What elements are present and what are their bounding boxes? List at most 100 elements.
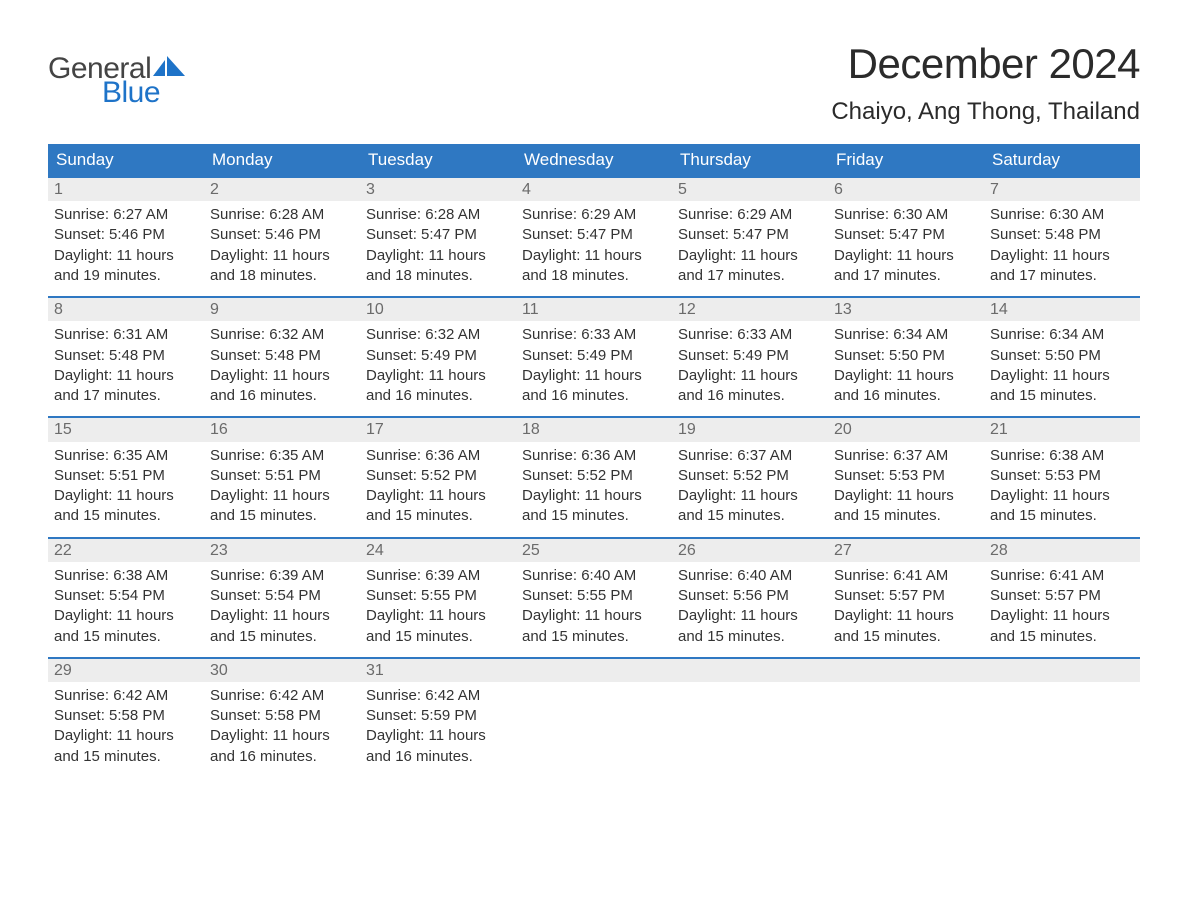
dow-cell: Friday [828,144,984,176]
daylight-line: Daylight: 11 hours and 19 minutes. [54,246,198,287]
sunset-line: Sunset: 5:53 PM [834,466,978,486]
day-cell: 21Sunrise: 6:38 AMSunset: 5:53 PMDayligh… [984,418,1140,536]
day-details: Sunrise: 6:34 AMSunset: 5:50 PMDaylight:… [984,321,1140,416]
day-details: Sunrise: 6:28 AMSunset: 5:46 PMDaylight:… [204,201,360,296]
dow-cell: Wednesday [516,144,672,176]
day-cell: 5Sunrise: 6:29 AMSunset: 5:47 PMDaylight… [672,178,828,296]
day-cell: Sunrise: Sunset: Daylight: [672,659,828,777]
day-number: 25 [516,539,672,562]
day-cell: 4 Sunrise: 6:29 AMSunset: 5:47 PMDaylight… [516,178,672,296]
sunrise-line: Sunrise: 6:37 AM [834,446,978,466]
day-details: Sunrise: 6:42 AMSunset: 5:59 PMDaylight:… [360,682,516,777]
day-cell: 3Sunrise: 6:28 AMSunset: 5:47 PMDaylight… [360,178,516,296]
sunset-line: Sunset: 5:49 PM [522,346,666,366]
day-number: 4 [516,178,672,201]
day-cell: 30Sunrise: 6:42 AMSunset: 5:58 PMDayligh… [204,659,360,777]
sunset-line: Sunset: 5:51 PM [54,466,198,486]
day-details: Sunrise: 6:37 AMSunset: 5:52 PMDaylight:… [672,442,828,537]
sunrise-line: Sunrise: 6:40 AM [522,566,666,586]
daylight-line: Daylight: 11 hours and 15 minutes. [990,486,1134,527]
day-number: 10 [360,298,516,321]
daylight-line: Daylight: 11 hours and 15 minutes. [522,606,666,647]
calendar-week: 15Sunrise: 6:35 AMSunset: 5:51 PMDayligh… [48,416,1140,536]
day-cell: 9Sunrise: 6:32 AMSunset: 5:48 PMDaylight… [204,298,360,416]
sunset-line: Sunset: 5:47 PM [366,225,510,245]
day-cell: Sunrise: Sunset: Daylight: [984,659,1140,777]
day-cell: 17Sunrise: 6:36 AMSunset: 5:52 PMDayligh… [360,418,516,536]
day-number: 16 [204,418,360,441]
sunrise-line: Sunrise: 6:42 AM [210,686,354,706]
sunrise-line: Sunrise: 6:39 AM [366,566,510,586]
sunset-line: Sunset: 5:57 PM [990,586,1134,606]
daylight-line: Daylight: 11 hours and 15 minutes. [54,486,198,527]
day-details: Sunrise: 6:38 AMSunset: 5:54 PMDaylight:… [48,562,204,657]
calendar-weeks: 1Sunrise: 6:27 AMSunset: 5:46 PMDaylight… [48,176,1140,777]
day-number: 23 [204,539,360,562]
daylight-line: Daylight: 11 hours and 16 minutes. [834,366,978,407]
day-number: 5 [672,178,828,201]
sunset-line: Sunset: 5:59 PM [366,706,510,726]
day-number: 17 [360,418,516,441]
sunset-line: Sunset: 5:49 PM [366,346,510,366]
sunset-line: Sunset: 5:52 PM [522,466,666,486]
sunrise-line: Sunrise: 6:29 AM [522,205,666,225]
day-cell: 13Sunrise: 6:34 AMSunset: 5:50 PMDayligh… [828,298,984,416]
day-cell: 6Sunrise: 6:30 AMSunset: 5:47 PMDaylight… [828,178,984,296]
day-details: Sunrise: 6:41 AMSunset: 5:57 PMDaylight:… [984,562,1140,657]
day-number: 28 [984,539,1140,562]
daylight-line: Daylight: 11 hours and 18 minutes. [522,246,666,287]
day-cell: 25Sunrise: 6:40 AMSunset: 5:55 PMDayligh… [516,539,672,657]
day-cell: 26Sunrise: 6:40 AMSunset: 5:56 PMDayligh… [672,539,828,657]
sunset-line: Sunset: 5:53 PM [990,466,1134,486]
day-details: Sunrise: 6:33 AMSunset: 5:49 PMDaylight:… [672,321,828,416]
sunrise-line: Sunrise: 6:28 AM [210,205,354,225]
day-details: Sunrise: 6:36 AMSunset: 5:52 PMDaylight:… [360,442,516,537]
dow-cell: Saturday [984,144,1140,176]
sunrise-line: Sunrise: 6:42 AM [54,686,198,706]
daylight-line: Daylight: 11 hours and 16 minutes. [210,726,354,767]
sunrise-line: Sunrise: 6:40 AM [678,566,822,586]
daylight-line: Daylight: 11 hours and 17 minutes. [678,246,822,287]
day-details: Sunrise: 6:33 AMSunset: 5:49 PMDaylight:… [516,321,672,416]
day-details: Sunrise: 6:40 AMSunset: 5:55 PMDaylight:… [516,562,672,657]
calendar-week: 29Sunrise: 6:42 AMSunset: 5:58 PMDayligh… [48,657,1140,777]
day-cell: 10Sunrise: 6:32 AMSunset: 5:49 PMDayligh… [360,298,516,416]
sunset-line: Sunset: 5:46 PM [54,225,198,245]
day-number: 9 [204,298,360,321]
daylight-line: Daylight: 11 hours and 16 minutes. [366,366,510,407]
day-details: Sunrise: 6:39 AMSunset: 5:54 PMDaylight:… [204,562,360,657]
daylight-line: Daylight: 11 hours and 16 minutes. [210,366,354,407]
daylight-line: Daylight: 11 hours and 16 minutes. [522,366,666,407]
calendar: SundayMondayTuesdayWednesdayThursdayFrid… [48,144,1140,777]
day-cell: 31Sunrise: 6:42 AMSunset: 5:59 PMDayligh… [360,659,516,777]
sunset-line: Sunset: 5:47 PM [834,225,978,245]
sunrise-line: Sunrise: 6:29 AM [678,205,822,225]
sunrise-line: Sunrise: 6:30 AM [834,205,978,225]
day-cell: 16Sunrise: 6:35 AMSunset: 5:51 PMDayligh… [204,418,360,536]
sunrise-line: Sunrise: 6:32 AM [210,325,354,345]
day-cell: 29Sunrise: 6:42 AMSunset: 5:58 PMDayligh… [48,659,204,777]
logo-text-blue: Blue [102,78,185,108]
sunrise-line: Sunrise: 6:41 AM [990,566,1134,586]
day-number: 18 [516,418,672,441]
sunset-line: Sunset: 5:52 PM [678,466,822,486]
day-cell: Sunrise: Sunset: Daylight: [516,659,672,777]
sunrise-line: Sunrise: 6:36 AM [522,446,666,466]
day-of-week-header: SundayMondayTuesdayWednesdayThursdayFrid… [48,144,1140,176]
sunset-line: Sunset: 5:47 PM [522,225,666,245]
daylight-line: Daylight: 11 hours and 18 minutes. [210,246,354,287]
page-header: General Blue December 2024 Chaiyo, Ang T… [48,40,1140,126]
sunrise-line: Sunrise: 6:28 AM [366,205,510,225]
dow-cell: Tuesday [360,144,516,176]
day-details: Sunrise: 6:36 AMSunset: 5:52 PMDaylight:… [516,442,672,537]
sunrise-line: Sunrise: 6:42 AM [366,686,510,706]
sunset-line: Sunset: 5:50 PM [990,346,1134,366]
daylight-line: Daylight: 11 hours and 17 minutes. [990,246,1134,287]
sunrise-line: Sunrise: 6:31 AM [54,325,198,345]
day-cell: 2Sunrise: 6:28 AMSunset: 5:46 PMDaylight… [204,178,360,296]
day-details: Sunrise: 6:42 AMSunset: 5:58 PMDaylight:… [204,682,360,777]
month-title: December 2024 [831,40,1140,88]
title-block: December 2024 Chaiyo, Ang Thong, Thailan… [831,40,1140,126]
location-subtitle: Chaiyo, Ang Thong, Thailand [831,98,1140,126]
day-number: 11 [516,298,672,321]
